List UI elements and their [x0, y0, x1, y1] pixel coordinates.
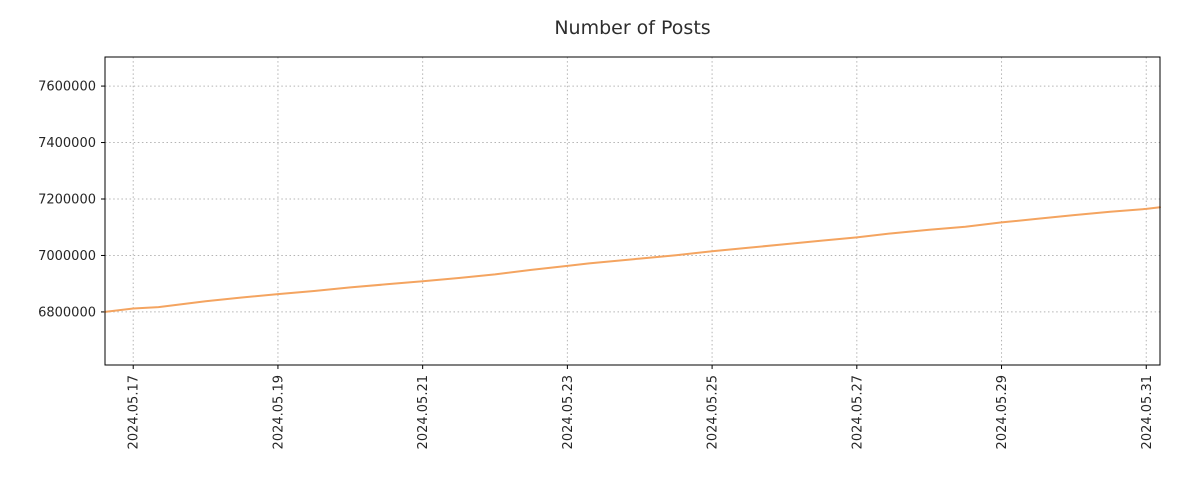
svg-text:6800000: 6800000 [38, 305, 96, 320]
svg-text:2024.05.21: 2024.05.21 [416, 375, 431, 449]
svg-text:7600000: 7600000 [38, 80, 96, 95]
svg-text:2024.05.17: 2024.05.17 [127, 375, 142, 449]
chart-title: Number of Posts [554, 17, 711, 39]
svg-text:7000000: 7000000 [38, 249, 96, 264]
svg-text:2024.05.31: 2024.05.31 [1140, 375, 1155, 449]
svg-text:7200000: 7200000 [38, 193, 96, 208]
svg-text:7400000: 7400000 [38, 136, 96, 151]
svg-text:2024.05.23: 2024.05.23 [561, 375, 576, 449]
svg-text:2024.05.27: 2024.05.27 [850, 375, 865, 449]
svg-text:2024.05.19: 2024.05.19 [271, 375, 286, 449]
svg-text:2024.05.25: 2024.05.25 [706, 375, 721, 449]
svg-text:2024.05.29: 2024.05.29 [995, 375, 1010, 449]
